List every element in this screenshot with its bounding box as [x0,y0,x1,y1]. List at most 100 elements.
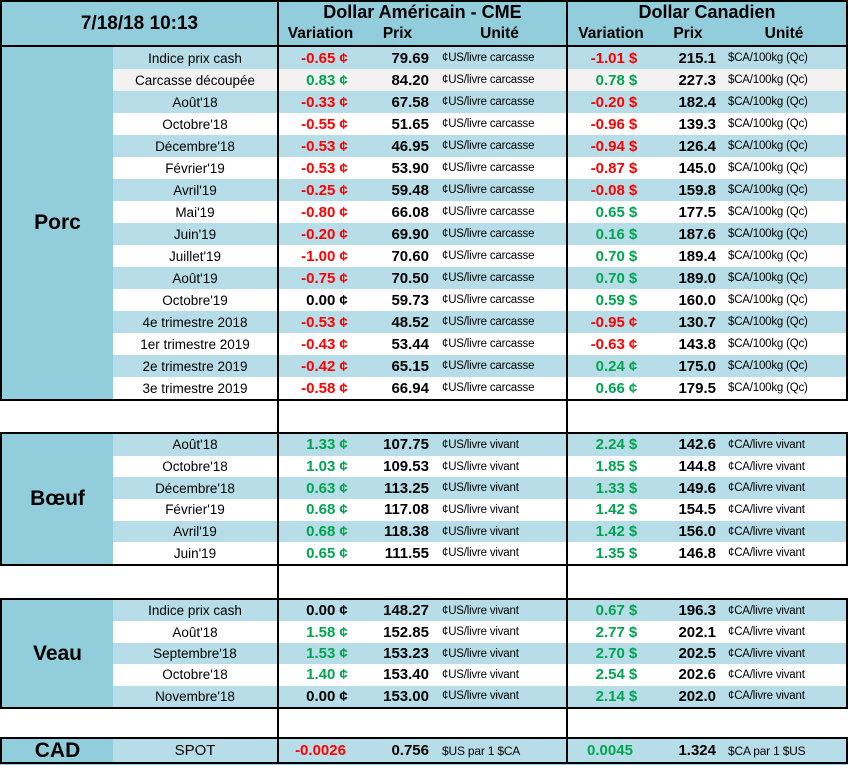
ca-price-cell[interactable]: 179.5 [678,379,716,397]
ca-unit-cell[interactable]: $CA/100kg (Qc) [728,96,808,108]
ca-price-cell[interactable]: 143.8 [678,335,716,353]
ca-unit-cell[interactable]: $CA/100kg (Qc) [728,382,808,394]
us-unit-cell[interactable]: ¢US/livre carcasse [442,316,535,328]
ca-unit-cell[interactable]: ¢CA/livre vivant [728,525,805,538]
ca-variation-cell[interactable]: -0.96 $ [566,113,652,135]
us-variation-cell[interactable]: 0.63 ¢ [277,477,362,500]
us-variation-cell[interactable]: 1.58 ¢ [277,621,362,643]
contract-label[interactable]: Février'19 [165,502,225,518]
us-unit-cell[interactable]: ¢US/livre carcasse [442,140,535,152]
us-price-cell[interactable]: 69.90 [391,225,429,243]
us-price-cell[interactable]: 113.25 [383,479,429,497]
ca-variation-cell[interactable]: -0.63 ¢ [566,333,652,355]
us-price-cell[interactable]: 59.73 [391,291,429,309]
ca-variation-cell[interactable]: 0.65 $ [566,201,652,223]
ca-price-cell[interactable]: 202.1 [678,623,716,641]
ca-variation-cell[interactable]: 0.78 $ [566,69,652,91]
us-price-cell[interactable]: 148.27 [383,602,429,620]
contract-label[interactable]: 1er trimestre 2019 [140,336,250,352]
us-price-cell[interactable]: 46.95 [391,137,429,155]
contract-label[interactable]: Juin'19 [173,226,217,242]
contract-label[interactable]: SPOT [174,742,216,759]
contract-label[interactable]: 4e trimestre 2018 [142,314,248,330]
ca-price-cell[interactable]: 189.4 [678,247,716,265]
us-unit-cell[interactable]: ¢US/livre vivant [442,690,519,703]
us-variation-cell[interactable]: -1.00 ¢ [277,245,362,267]
ca-unit-cell[interactable]: $CA par 1 $US [728,743,806,758]
us-price-cell[interactable]: 79.69 [391,49,429,67]
ca-variation-cell[interactable]: -1.01 $ [566,47,652,69]
us-unit-cell[interactable]: ¢US/livre carcasse [442,118,535,130]
us-variation-cell[interactable]: 1.53 ¢ [277,642,362,665]
ca-variation-cell[interactable]: 2.14 $ [566,685,652,708]
ca-price-cell[interactable]: 227.3 [678,71,716,89]
ca-variation-cell[interactable]: -0.94 $ [566,135,652,157]
us-unit-cell[interactable]: ¢US/livre vivant [442,503,519,516]
us-unit-cell[interactable]: ¢US/livre vivant [442,604,519,617]
contract-label[interactable]: Avril'19 [173,524,217,540]
ca-unit-cell[interactable]: $CA/100kg (Qc) [728,184,808,196]
us-unit-cell[interactable]: ¢US/livre vivant [442,668,519,681]
category-cell[interactable]: Bœuf [2,434,113,564]
ca-price-cell[interactable]: 145.0 [678,159,716,177]
contract-label[interactable]: 2e trimestre 2019 [142,358,248,374]
contract-label[interactable]: Octobre'18 [162,667,228,683]
us-price-cell[interactable]: 153.00 [383,687,429,705]
us-variation-cell[interactable]: 0.68 ¢ [277,499,362,521]
category-cell[interactable]: Veau [2,600,113,707]
us-price-cell[interactable]: 117.08 [383,501,429,519]
ca-unit-cell[interactable]: $CA/100kg (Qc) [728,316,808,328]
us-unit-cell[interactable]: ¢US/livre carcasse [442,162,535,174]
us-variation-cell[interactable]: -0.25 ¢ [277,179,362,201]
us-variation-cell[interactable]: 1.33 ¢ [277,434,362,456]
ca-unit-cell[interactable]: $CA/100kg (Qc) [728,294,808,306]
ca-unit-cell[interactable]: $CA/100kg (Qc) [728,272,808,284]
us-price-cell[interactable]: 59.48 [391,181,429,199]
ca-price-cell[interactable]: 156.0 [678,523,716,541]
contract-label[interactable]: Mai'19 [175,204,215,220]
contract-label[interactable]: 3e trimestre 2019 [142,380,248,396]
ca-unit-cell[interactable]: ¢CA/livre vivant [728,690,805,703]
contract-label[interactable]: Juillet'19 [168,248,222,264]
contract-label[interactable]: Août'18 [172,624,218,640]
us-variation-cell[interactable]: 0.68 ¢ [277,520,362,543]
contract-label[interactable]: Février'19 [165,160,225,176]
us-unit-cell[interactable]: ¢US/livre carcasse [442,272,535,284]
ca-price-cell[interactable]: 149.6 [678,479,716,497]
us-unit-cell[interactable]: ¢US/livre vivant [442,626,519,639]
us-variation-cell[interactable]: 0.00 ¢ [277,685,362,708]
ca-unit-cell[interactable]: $CA/100kg (Qc) [728,228,808,240]
us-col-variation[interactable]: Variation [287,25,354,42]
ca-variation-cell[interactable]: 0.70 $ [566,245,652,267]
us-unit-cell[interactable]: ¢US/livre carcasse [442,74,535,86]
contract-label[interactable]: Carcasse découpée [134,72,256,88]
ca-price-cell[interactable]: 202.6 [678,666,716,684]
contract-label[interactable]: Décembre'18 [155,480,235,496]
timestamp-cell[interactable]: 7/18/18 10:13 [80,12,199,34]
us-variation-cell[interactable]: 1.40 ¢ [277,664,362,686]
ca-variation-cell[interactable]: 0.59 $ [566,289,652,311]
ca-price-cell[interactable]: 159.8 [678,181,716,199]
ca-variation-cell[interactable]: -0.95 ¢ [566,311,652,333]
contract-label[interactable]: Avril'19 [173,182,217,198]
contract-label[interactable]: Octobre'18 [162,459,228,474]
ca-col-prix[interactable]: Prix [673,25,703,42]
us-variation-cell[interactable]: 0.00 ¢ [277,600,362,622]
us-unit-cell[interactable]: ¢US/livre carcasse [442,250,535,262]
ca-variation-cell[interactable]: 0.66 ¢ [566,377,652,399]
contract-label[interactable]: Août'18 [172,94,218,110]
us-price-cell[interactable]: 153.23 [383,645,429,663]
ca-unit-cell[interactable]: $CA/100kg (Qc) [728,360,808,372]
ca-unit-cell[interactable]: ¢CA/livre vivant [728,438,805,451]
us-price-cell[interactable]: 48.52 [391,313,429,331]
us-unit-cell[interactable]: ¢US/livre carcasse [442,52,535,64]
ca-price-cell[interactable]: 146.8 [678,544,716,562]
us-unit-cell[interactable]: ¢US/livre vivant [442,460,519,473]
us-col-prix[interactable]: Prix [382,25,413,42]
us-price-cell[interactable]: 67.58 [391,93,429,111]
us-unit-cell[interactable]: ¢US/livre carcasse [442,184,535,196]
us-variation-cell[interactable]: -0.33 ¢ [277,91,362,113]
us-unit-cell[interactable]: ¢US/livre carcasse [442,360,535,372]
ca-price-cell[interactable]: 130.7 [678,313,716,331]
ca-variation-cell[interactable]: 0.70 $ [566,267,652,289]
